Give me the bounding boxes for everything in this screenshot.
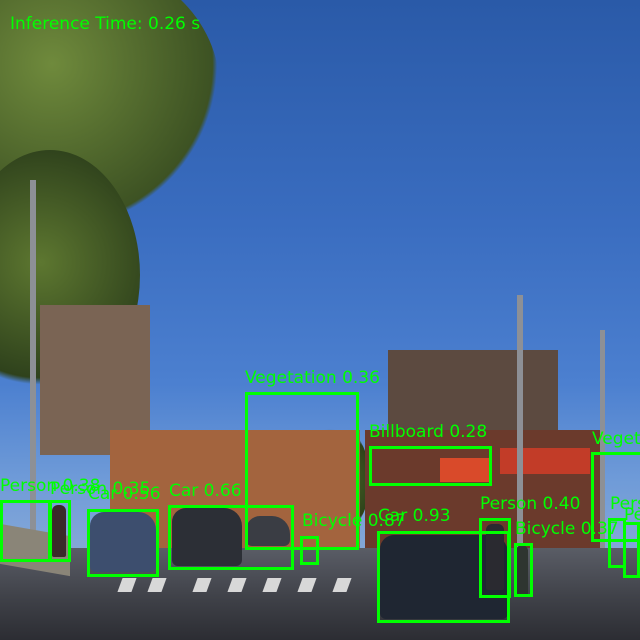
detection-box-car bbox=[168, 505, 294, 570]
car bbox=[90, 512, 156, 572]
detection-box-person bbox=[0, 500, 51, 562]
detection-label-person: Person bbox=[610, 494, 640, 514]
detection-box-billboard bbox=[369, 446, 492, 486]
car bbox=[246, 516, 290, 546]
detection-label-car: Car 0.56 bbox=[88, 484, 161, 504]
detection-box-vegetation-right bbox=[591, 452, 640, 542]
detection-label-vegetation-right: Vegetation bbox=[592, 429, 640, 449]
detection-box-person bbox=[479, 518, 511, 598]
detection-label-vegetation: Vegetation 0.36 bbox=[245, 368, 380, 388]
detection-box-car bbox=[87, 509, 159, 577]
detection-label-car: Car 0.66 bbox=[169, 481, 242, 501]
detection-label-person: Person bbox=[624, 505, 640, 525]
detection-label-person: Person 0.40 bbox=[480, 494, 581, 514]
detection-box-bicycle bbox=[514, 543, 533, 597]
street-light-pole bbox=[30, 180, 36, 560]
deli-sign bbox=[500, 448, 590, 474]
street-light-pole bbox=[600, 330, 605, 570]
detection-label-bicycle: Bicycle 0.37 bbox=[515, 519, 619, 539]
inference-time-caption: Inference Time: 0.26 s bbox=[10, 14, 201, 34]
detection-label-car: Car 0.93 bbox=[378, 506, 451, 526]
street-light-pole bbox=[517, 295, 523, 585]
car bbox=[172, 508, 242, 566]
detection-box-person bbox=[623, 522, 640, 578]
detection-box-person bbox=[49, 500, 71, 562]
detection-label-billboard: Billboard 0.28 bbox=[369, 422, 488, 442]
person bbox=[52, 505, 66, 557]
detection-label-person: Person 0.35 bbox=[50, 479, 151, 499]
detection-label-person: Person 0.38 bbox=[0, 476, 101, 496]
billboard-sign bbox=[440, 458, 490, 482]
detection-box-bicycle bbox=[300, 536, 319, 565]
person bbox=[486, 524, 504, 590]
detection-label-bicycle: Bicycle 0.87 bbox=[302, 511, 406, 531]
person bbox=[516, 545, 528, 595]
